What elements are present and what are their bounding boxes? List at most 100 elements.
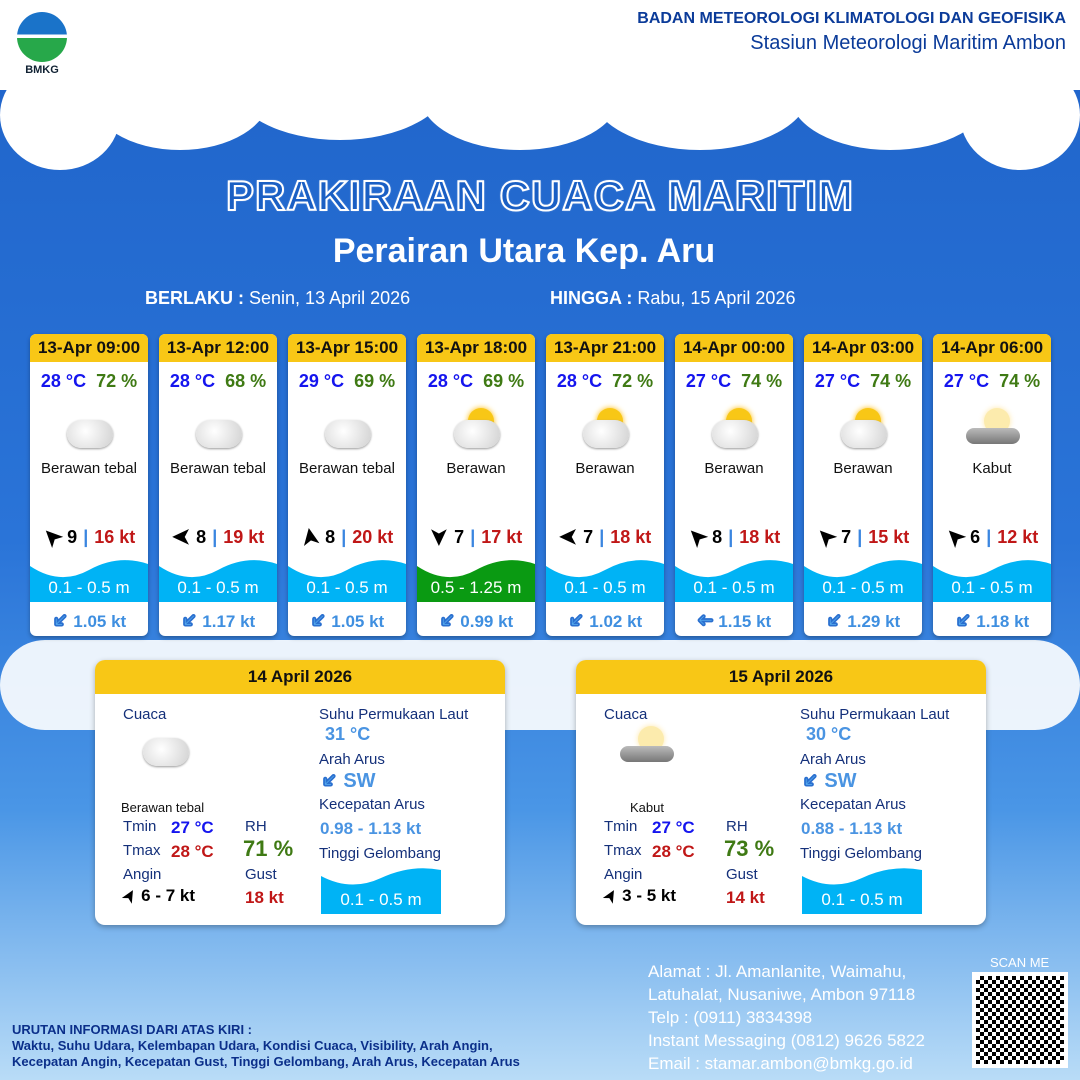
tmax-value: 28 °C (171, 842, 214, 861)
wave-height: 0.5 - 1.25 m (417, 552, 535, 602)
current-speed-label: Kecepatan Arus (319, 796, 425, 813)
angin-label: Angin (604, 866, 643, 883)
card-time: 13-Apr 15:00 (288, 334, 406, 362)
qr-code[interactable] (972, 972, 1068, 1068)
sst-value: 31 °C (325, 724, 371, 744)
humidity: 72 % (612, 371, 654, 391)
wind-speed: 8 (712, 526, 723, 547)
current-speed-value: 0.98 - 1.13 kt (320, 819, 422, 838)
sst-label: Suhu Permukaan Laut (319, 706, 469, 723)
page-title: PRAKIRAAN CUACA MARITIM (225, 171, 855, 220)
gust-speed: 19 kt (223, 526, 265, 547)
wind-direction-icon: ➤ (119, 886, 141, 907)
cuaca-label: Cuaca (604, 706, 648, 723)
panel-date: 15 April 2026 (576, 660, 986, 694)
humidity: 74 % (870, 371, 912, 391)
wind-speed: 8 (325, 526, 336, 547)
wave-height: 0.1 - 0.5 m (546, 552, 664, 602)
current-speed: 0.99 kt (460, 612, 514, 631)
forecast-card: 14-Apr 03:00 27 °C 74 % Berawan ➤ 7 | 15 kt… (804, 334, 922, 636)
current-speed: 1.17 kt (202, 612, 256, 631)
humidity: 69 % (483, 371, 525, 391)
info-order: URUTAN INFORMASI DARI ATAS KIRI : Waktu, … (12, 1022, 520, 1069)
forecast-card: 13-Apr 15:00 29 °C 69 % Berawan tebal ➤ 8… (288, 334, 406, 636)
weather-label: Berawan (704, 460, 764, 477)
wind-speed: 7 (841, 526, 852, 547)
gust-speed: 20 kt (352, 526, 394, 547)
card-time: 13-Apr 09:00 (30, 334, 148, 362)
wind-direction-icon: ➤ (426, 527, 452, 547)
tmin-label: Tmin (604, 818, 638, 835)
current-speed-label: Kecepatan Arus (800, 796, 906, 813)
cloudy-icon (135, 724, 195, 770)
current-direction-icon: ➜ (175, 606, 203, 634)
org-name: BADAN METEOROLOGI KLIMATOLOGI DAN GEOFIS… (637, 10, 1066, 27)
temperature: 29 °C (298, 371, 345, 391)
current-direction-icon: ➜ (949, 606, 977, 634)
wave-height: 0.1 - 0.5 m (933, 552, 1051, 602)
gust-speed: 16 kt (94, 526, 136, 547)
gust-label: Gust (245, 866, 277, 883)
wind-range: 3 - 5 kt (622, 886, 676, 905)
cloudy-icon (188, 406, 248, 452)
forecast-card: 13-Apr 21:00 28 °C 72 % Berawan ➤ 7 | 18 kt… (546, 334, 664, 636)
weather-label: Berawan (446, 460, 506, 477)
current-speed: 1.29 kt (847, 612, 901, 631)
wind-direction-icon: ➤ (171, 525, 191, 550)
humidity: 74 % (999, 371, 1041, 391)
wave-height: 0.1 - 0.5 m (159, 552, 277, 602)
gust-label: Gust (726, 866, 758, 883)
current-direction-icon: ➜ (796, 766, 824, 794)
partly-cloudy-icon (833, 406, 893, 452)
forecast-card: 14-Apr 00:00 27 °C 74 % Berawan ➤ 8 | 18 kt… (675, 334, 793, 636)
fog-icon (962, 406, 1022, 452)
tmin-value: 27 °C (171, 818, 214, 837)
current-direction-icon: ➜ (304, 606, 332, 634)
cloud-decoration (960, 60, 1080, 170)
gust-speed: 12 kt (997, 526, 1039, 547)
temperature: 28 °C (556, 371, 603, 391)
contact-info: Alamat : Jl. Amanlanite, Waimahu, Latuhal… (648, 962, 925, 1073)
weather-label: Berawan tebal (299, 460, 395, 477)
valid-to: HINGGA : Rabu, 15 April 2026 (550, 288, 796, 308)
cloud-decoration (0, 60, 120, 170)
cloud-decoration (790, 40, 990, 150)
wave-height: 0.1 - 0.5 m (288, 552, 406, 602)
tmax-label: Tmax (604, 842, 642, 859)
station-name: Stasiun Meteorologi Maritim Ambon (750, 32, 1066, 54)
weather-label: Berawan (575, 460, 635, 477)
wave-height: 0.1 - 0.5 m (804, 552, 922, 602)
humidity: 68 % (225, 371, 267, 391)
partly-cloudy-icon (446, 406, 506, 452)
current-direction-icon: ➜ (46, 606, 74, 634)
scan-me-label: SCAN ME (990, 955, 1050, 970)
forecast-card: 13-Apr 18:00 28 °C 69 % Berawan ➤ 7 | 17 kt… (417, 334, 535, 636)
card-time: 13-Apr 18:00 (417, 334, 535, 362)
weather-label: Berawan tebal (170, 460, 266, 477)
daily-summary-panel: 14 April 2026 Cuaca Berawan tebal Tmin 2… (95, 660, 505, 925)
valid-from: BERLAKU : Senin, 13 April 2026 (145, 288, 411, 308)
gust-value: 14 kt (726, 888, 765, 907)
cloud-decoration (420, 40, 620, 150)
partly-cloudy-icon (704, 406, 764, 452)
wind-speed: 7 (583, 526, 594, 547)
partly-cloudy-icon (575, 406, 635, 452)
current-direction-icon: ➜ (433, 606, 461, 634)
wind-direction-icon: ➤ (681, 521, 712, 553)
gust-speed: 18 kt (610, 526, 652, 547)
sst-value: 30 °C (806, 724, 852, 744)
area-name: Perairan Utara Kep. Aru (332, 232, 716, 270)
tmin-value: 27 °C (652, 818, 695, 837)
gust-speed: 15 kt (868, 526, 910, 547)
tmax-label: Tmax (123, 842, 161, 859)
rh-value: 71 % (243, 836, 294, 861)
temperature: 28 °C (40, 371, 87, 391)
temperature: 27 °C (943, 371, 990, 391)
weather-label: Berawan tebal (121, 800, 205, 815)
card-time: 13-Apr 21:00 (546, 334, 664, 362)
humidity: 74 % (741, 371, 783, 391)
bmkg-logo: BMKG (14, 12, 70, 76)
cloud-decoration (230, 20, 450, 140)
current-speed: 1.02 kt (589, 612, 643, 631)
current-speed: 1.18 kt (976, 612, 1030, 631)
